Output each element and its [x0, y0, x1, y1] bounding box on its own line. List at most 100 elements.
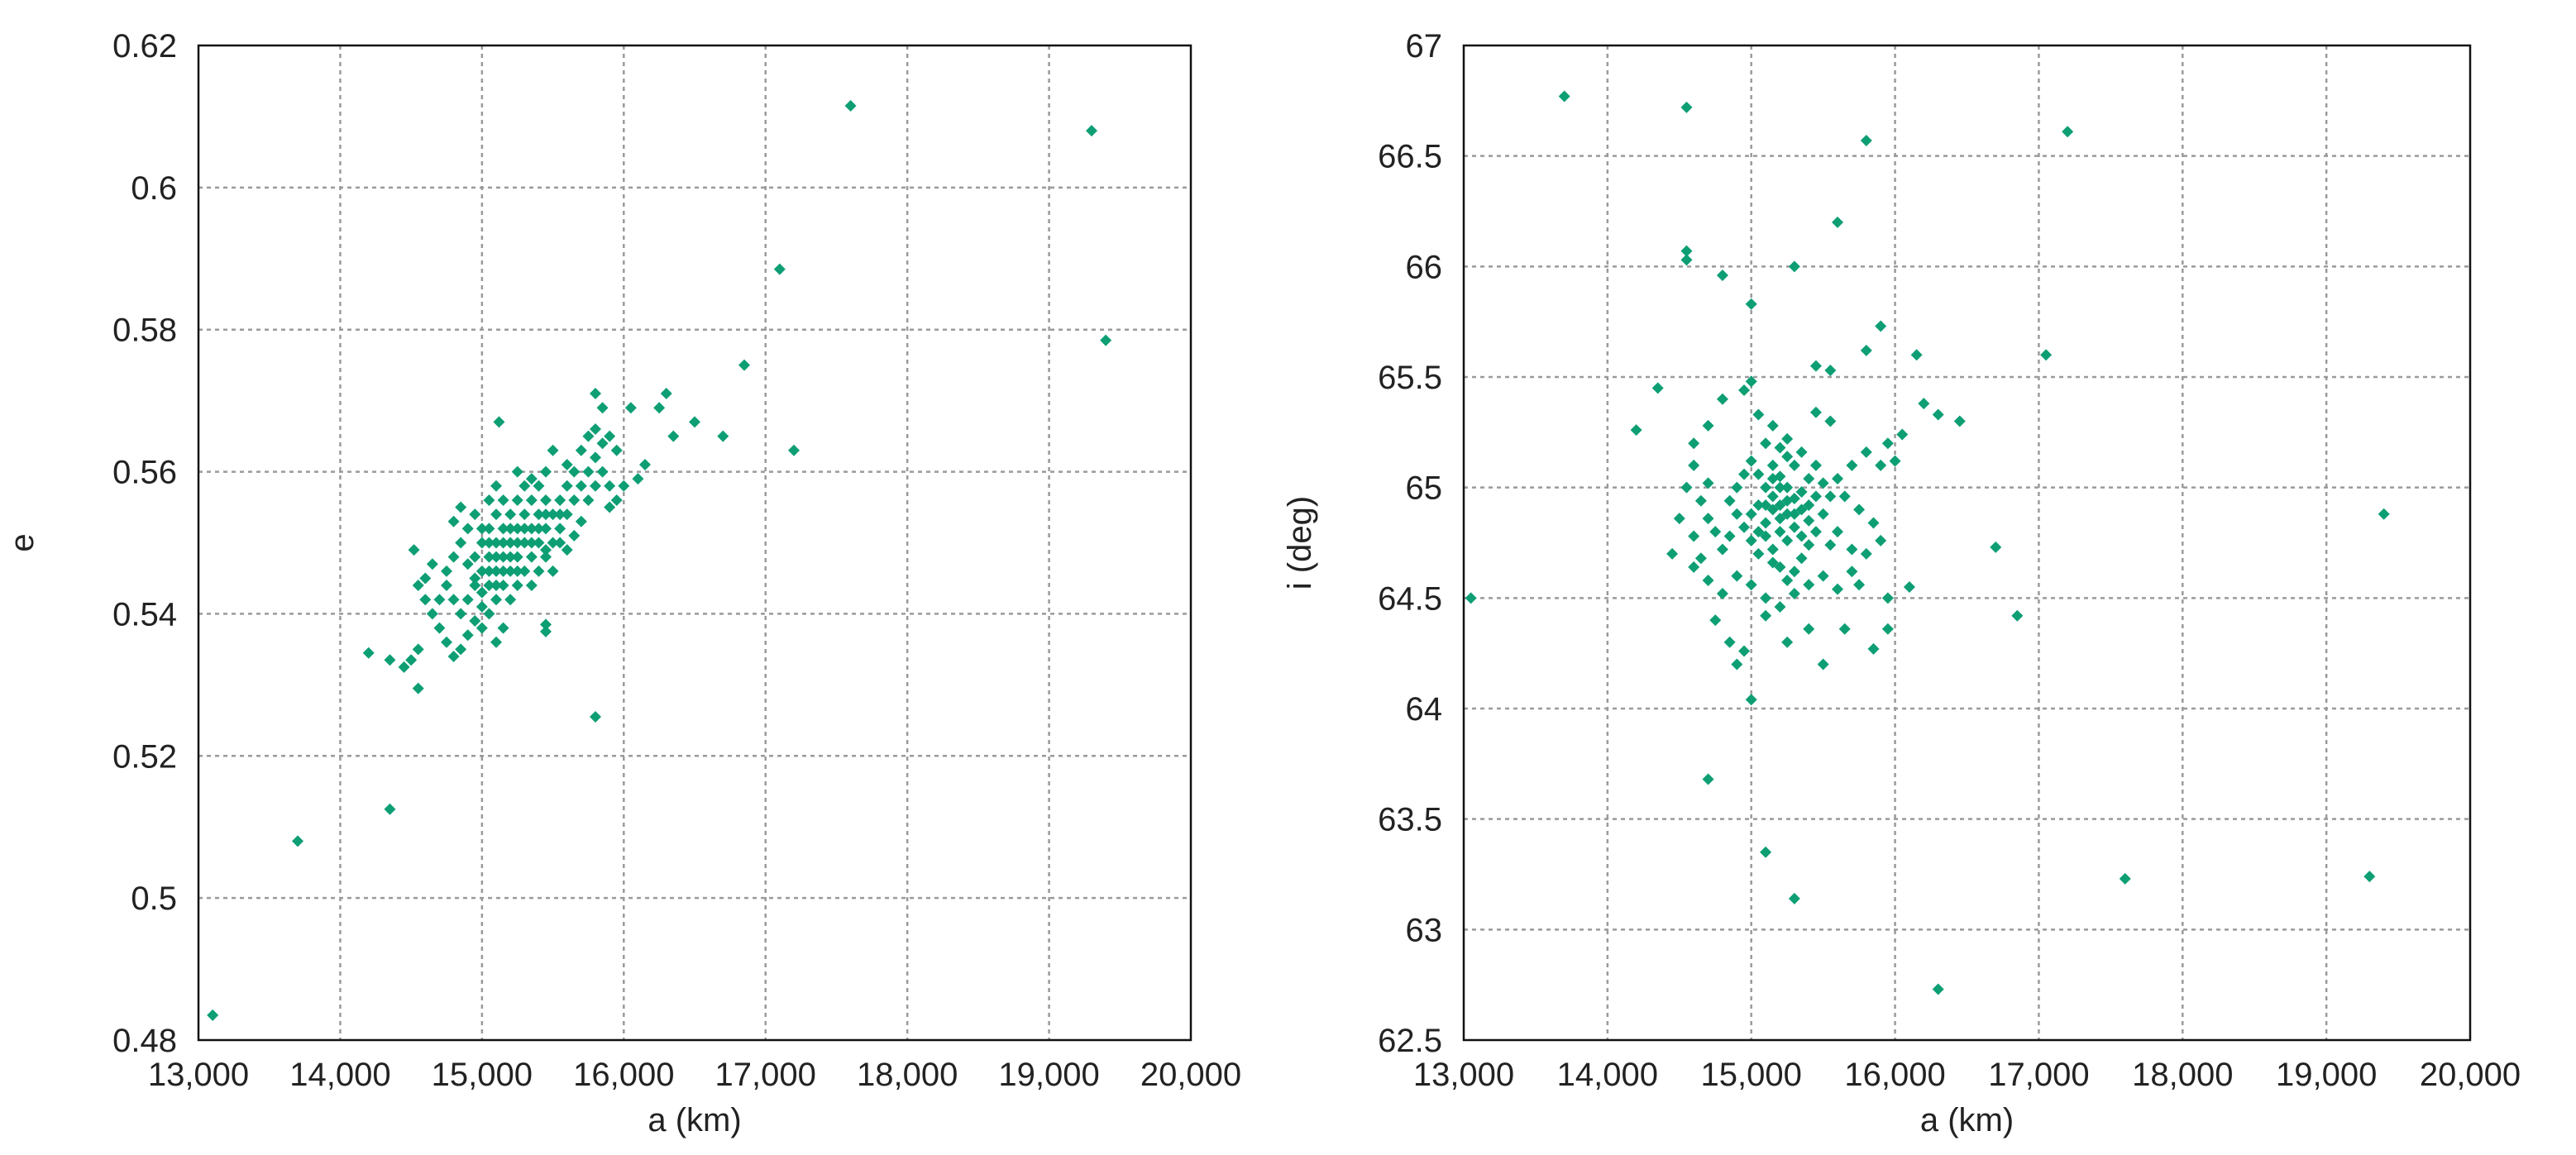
data-point — [1809, 490, 1822, 503]
data-point — [1932, 408, 1944, 421]
data-point — [1860, 446, 1872, 458]
data-point — [533, 565, 545, 577]
y-tick-label: 64 — [1406, 691, 1443, 728]
data-point — [447, 551, 460, 563]
data-point — [1932, 983, 1944, 995]
x-tick-label: 20,000 — [2420, 1057, 2521, 1093]
data-point — [1803, 579, 1815, 591]
x-tick-label: 15,000 — [1701, 1057, 1802, 1093]
data-point — [362, 647, 375, 659]
data-point — [398, 661, 410, 673]
x-tick-label: 13,000 — [1413, 1057, 1514, 1093]
data-point — [1889, 455, 1901, 467]
y-tick-label: 62.5 — [1378, 1023, 1442, 1059]
data-point — [1745, 298, 1757, 310]
data-point — [533, 480, 545, 492]
data-point — [1465, 592, 1477, 604]
data-point — [590, 451, 601, 464]
data-point — [1846, 459, 1858, 471]
data-point — [497, 523, 509, 535]
data-point — [554, 537, 566, 549]
data-point — [596, 402, 609, 414]
data-point — [590, 423, 601, 436]
y-tick-label: 65.5 — [1378, 360, 1442, 396]
data-point — [1760, 517, 1772, 529]
data-point — [1788, 508, 1800, 520]
data-point — [519, 480, 531, 492]
data-point — [1781, 432, 1794, 445]
data-point — [2062, 126, 2074, 138]
data-point — [447, 650, 460, 662]
data-point — [497, 622, 509, 634]
data-point — [844, 100, 857, 112]
data-point — [1910, 349, 1923, 361]
data-point — [575, 444, 587, 456]
x-tick-label: 16,000 — [573, 1057, 674, 1093]
x-tick-label: 14,000 — [289, 1057, 390, 1093]
data-point — [1838, 490, 1851, 503]
data-point — [540, 465, 552, 478]
data-point — [1738, 468, 1751, 480]
data-point — [1673, 513, 1685, 525]
data-point — [1723, 494, 1736, 507]
y-tick-label: 67 — [1406, 28, 1443, 64]
data-point — [1896, 428, 1909, 441]
data-point — [1738, 384, 1751, 397]
data-point — [519, 537, 531, 549]
data-point — [660, 388, 672, 400]
data-point — [1788, 566, 1800, 578]
data-point — [490, 580, 502, 592]
data-point — [1694, 494, 1707, 507]
data-point — [632, 473, 644, 485]
data-point — [1781, 636, 1794, 648]
data-point — [1760, 481, 1772, 494]
data-point — [525, 494, 538, 506]
data-point — [511, 465, 523, 478]
data-point — [476, 622, 488, 634]
data-point — [1875, 320, 1887, 332]
data-point — [1702, 773, 1714, 785]
data-point — [476, 537, 488, 549]
data-point — [575, 480, 587, 492]
data-point — [1860, 344, 1872, 356]
data-point — [1795, 446, 1808, 458]
data-point — [1694, 552, 1707, 565]
data-point — [461, 558, 474, 570]
data-point — [504, 594, 517, 606]
data-point — [1832, 583, 1844, 595]
data-point — [511, 551, 523, 563]
data-point — [1781, 481, 1794, 494]
data-point — [1766, 556, 1779, 569]
data-point — [667, 430, 680, 442]
data-point — [497, 565, 509, 577]
data-point — [1760, 437, 1772, 450]
y-tick-label: 65 — [1406, 470, 1443, 507]
data-point — [490, 594, 502, 606]
data-point — [519, 565, 531, 577]
y-tick-label: 63 — [1406, 912, 1443, 948]
y-tick-label: 0.6 — [131, 170, 177, 207]
data-point — [1723, 530, 1736, 542]
x-axis-label: a (km) — [1920, 1102, 2014, 1138]
data-point — [1795, 486, 1808, 499]
data-point — [1716, 587, 1728, 599]
data-point — [1875, 534, 1887, 546]
data-point — [1100, 334, 1112, 346]
data-point — [1781, 494, 1794, 507]
data-point — [525, 551, 538, 563]
data-point — [773, 263, 786, 275]
data-point — [2378, 508, 2390, 520]
data-point — [1832, 472, 1844, 484]
data-point — [561, 458, 573, 470]
data-point — [405, 654, 418, 666]
data-point — [604, 480, 616, 492]
data-point — [1881, 592, 1894, 604]
data-point — [540, 523, 552, 535]
data-point — [1809, 459, 1822, 471]
data-point — [554, 523, 566, 535]
data-point — [504, 565, 517, 577]
data-point — [1774, 561, 1786, 573]
data-point — [1630, 424, 1642, 437]
data-point — [1774, 441, 1786, 454]
data-point — [1788, 260, 1800, 273]
